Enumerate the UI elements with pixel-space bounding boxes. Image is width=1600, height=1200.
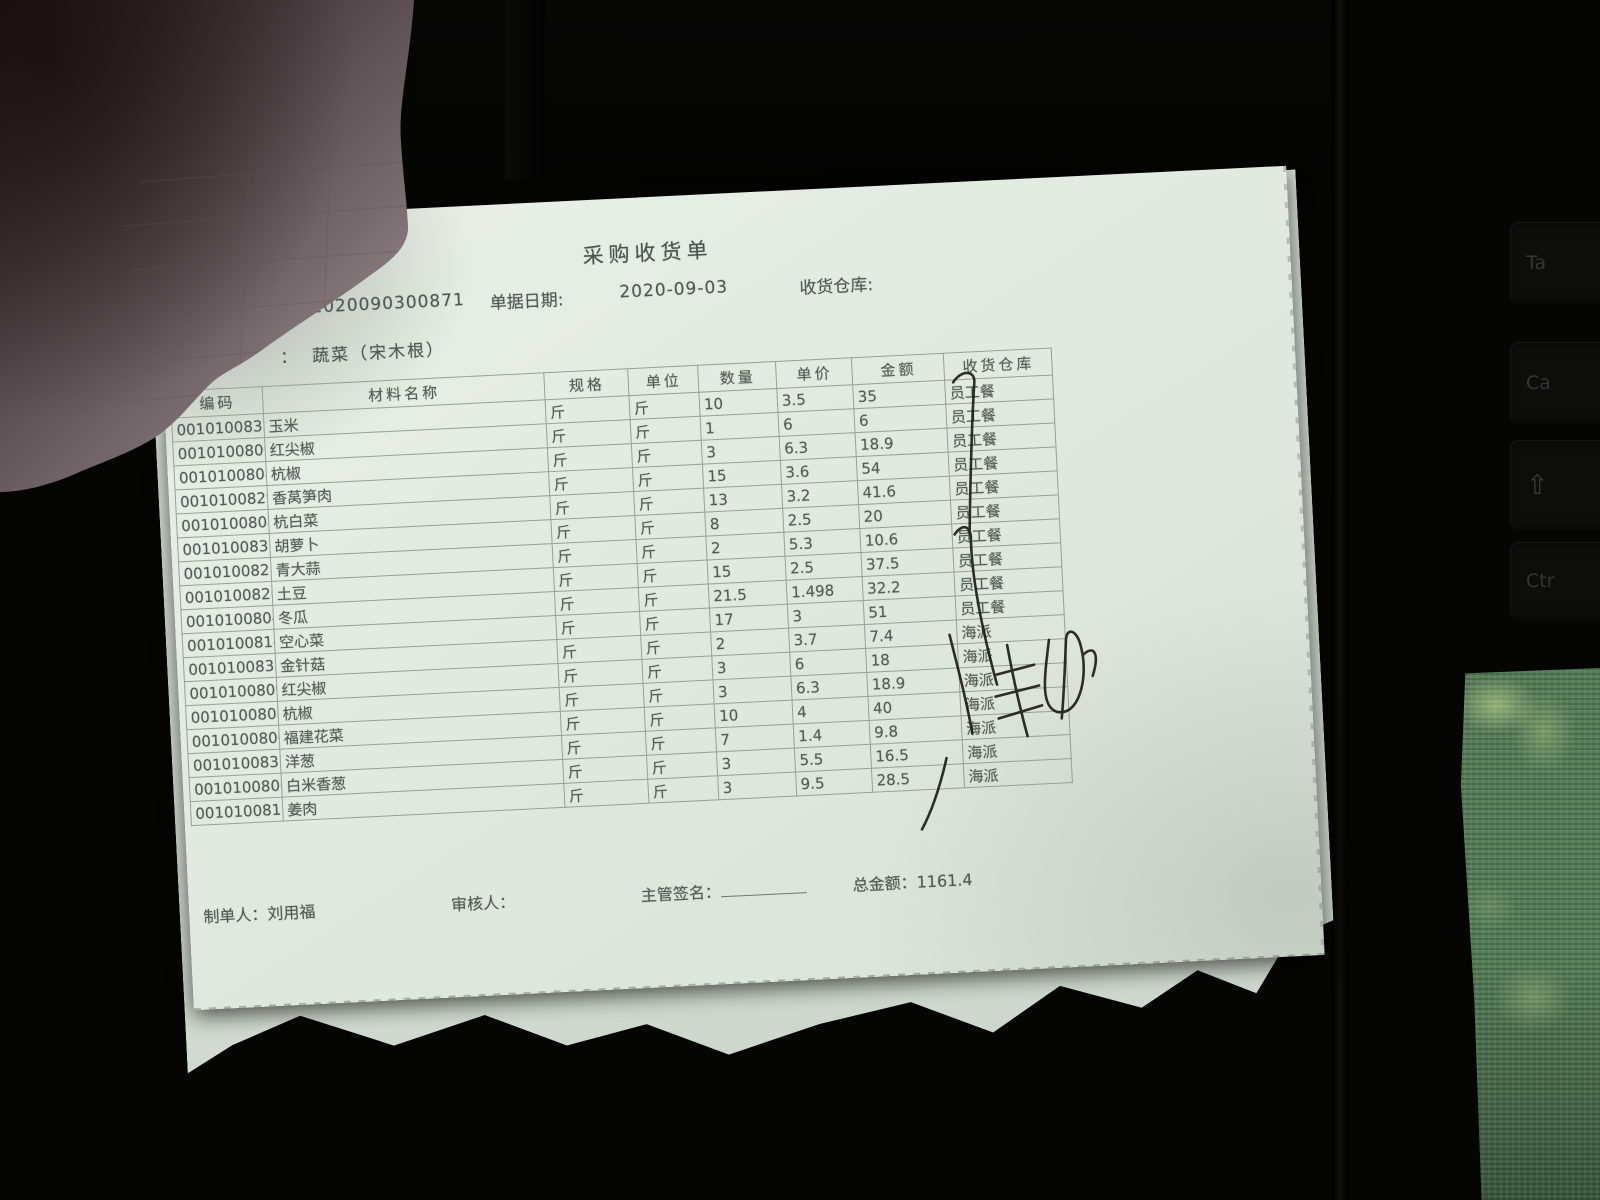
- keyboard-edge: [1332, 0, 1346, 1200]
- cell-unit: 斤: [631, 440, 703, 468]
- keyboard-key: Ca: [1510, 342, 1600, 424]
- total-field: 总金额：1161.4: [852, 866, 973, 896]
- cell-code: 0010100811: [190, 797, 284, 826]
- maker-name: 刘用福: [266, 902, 316, 924]
- column-header: 规格: [543, 368, 629, 400]
- shift-key-icon: ⇧: [1510, 440, 1600, 530]
- receipt-footer: 制单人：刘用福 审核人： 主管签名： 总金额：1161.4: [189, 849, 1320, 927]
- cell-unit: 斤: [632, 464, 704, 492]
- cell-unit: 斤: [646, 751, 718, 780]
- cell-qty: 3: [717, 772, 797, 800]
- keyboard: Ta Ca ⇧ Ctr: [1322, 0, 1600, 1200]
- cell-warehouse: 海派: [963, 758, 1073, 788]
- cell-unit: 斤: [628, 392, 701, 420]
- maker-label: 制单人：: [202, 904, 268, 927]
- desk-seam: [505, 0, 545, 180]
- cell-unit: 斤: [644, 703, 716, 732]
- green-fabric: [1460, 668, 1600, 1200]
- cell-unit: 斤: [643, 679, 715, 708]
- date-value: 2020-09-03: [618, 277, 729, 303]
- sign-field: 主管签名：: [640, 874, 807, 906]
- receipt-title: 采购收货单: [582, 237, 714, 269]
- hand-shadow: [0, 0, 414, 492]
- keyboard-key: Ta: [1510, 222, 1600, 304]
- cell-unit: 斤: [634, 512, 706, 540]
- cell-unit: 斤: [637, 560, 709, 588]
- warehouse-label: 收货仓库:: [798, 275, 874, 299]
- date-label: 单据日期:: [489, 290, 564, 314]
- cell-unit: 斤: [640, 631, 712, 660]
- maker-field: 制单人：刘用福: [203, 898, 316, 927]
- signature-line: [720, 878, 807, 898]
- sign-label: 主管签名：: [640, 882, 722, 906]
- cell-unit: 斤: [639, 608, 711, 636]
- cell-amount: 28.5: [871, 763, 965, 793]
- hand-holding-pages: [0, 0, 414, 492]
- cell-unit: 斤: [633, 488, 705, 516]
- cell-unit: 斤: [636, 536, 708, 564]
- cell-unit: 斤: [647, 775, 719, 804]
- cell-price: 9.5: [795, 768, 873, 796]
- total-label: 总金额：: [852, 872, 918, 895]
- cell-unit: 斤: [645, 727, 717, 756]
- column-header: 单价: [775, 357, 853, 389]
- cell-unit: 斤: [630, 416, 702, 444]
- keyboard-key: Ctr: [1510, 542, 1600, 620]
- column-header: 单位: [627, 365, 699, 396]
- cell-unit: 斤: [638, 584, 710, 612]
- auditor-label: 审核人：: [450, 892, 516, 915]
- column-header: 数量: [697, 361, 777, 393]
- cell-spec: 斤: [563, 779, 649, 808]
- desk-surface: [415, 0, 1335, 190]
- total-value: 1161.4: [916, 870, 973, 892]
- cell-unit: 斤: [641, 655, 713, 684]
